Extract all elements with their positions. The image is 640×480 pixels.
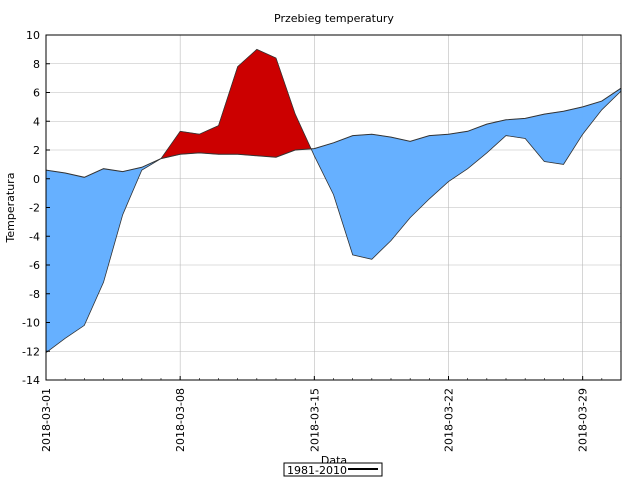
chart-title: Przebieg temperatury bbox=[274, 12, 394, 25]
area-below-normal bbox=[429, 133, 449, 200]
area-below-normal bbox=[45, 169, 66, 354]
area-above-normal bbox=[218, 66, 238, 155]
y-tick-label: -10 bbox=[22, 317, 40, 330]
legend-box bbox=[283, 462, 383, 477]
legend-entry-label: 1981-2010 bbox=[287, 464, 347, 477]
y-tick-label: -8 bbox=[29, 288, 40, 301]
x-tick-labels: 2018-03-01 2018-03-08 2018-03-15 2018-03-22… bbox=[40, 376, 622, 452]
legend: 1981-2010 bbox=[283, 462, 383, 477]
area-below-normal bbox=[64, 172, 85, 339]
x-tick-label: 2018-03-08 bbox=[174, 388, 187, 452]
area-below-normal bbox=[84, 168, 104, 326]
y-tick-label: -6 bbox=[29, 259, 40, 272]
x-tick-label: 2018-03-22 bbox=[443, 388, 456, 452]
series-line-normal-1981-2010 bbox=[45, 87, 622, 178]
area-below-normal bbox=[314, 142, 334, 195]
area-below-normal bbox=[467, 123, 488, 170]
x-tick-label: 2018-03-15 bbox=[308, 388, 321, 452]
area-below-normal bbox=[371, 133, 392, 260]
area-below-normal bbox=[390, 136, 411, 242]
area-below-normal bbox=[505, 118, 526, 139]
y-axis-label: Temperatura bbox=[4, 173, 17, 244]
y-tick-label: -2 bbox=[29, 202, 40, 215]
y-tick-label: -12 bbox=[22, 345, 40, 358]
area-above-normal bbox=[179, 131, 200, 155]
area-above-normal bbox=[275, 57, 296, 158]
area-below-normal bbox=[409, 135, 430, 219]
area-below-normal bbox=[524, 113, 545, 163]
area-below-normal bbox=[563, 106, 583, 166]
y-tick-labels: -14 -12 -10 -8 -6 -4 -2 0 2 4 6 8 10 bbox=[22, 29, 50, 387]
area-below-normal bbox=[486, 119, 507, 154]
area-below-normal bbox=[448, 131, 468, 183]
x-tick-label: 2018-03-01 bbox=[40, 388, 53, 452]
y-tick-label: 6 bbox=[33, 87, 40, 100]
area-below-normal bbox=[544, 110, 564, 165]
area-above-normal bbox=[237, 48, 258, 157]
y-tick-label: 2 bbox=[33, 144, 40, 157]
y-tick-label: -14 bbox=[22, 374, 40, 387]
x-tick-label: 2018-03-29 bbox=[577, 388, 590, 452]
area-above-normal bbox=[256, 48, 277, 158]
series-line-observed bbox=[45, 48, 622, 354]
y-tick-label: 10 bbox=[26, 29, 40, 42]
y-tick-label: 4 bbox=[33, 115, 40, 128]
area-below-normal bbox=[352, 133, 373, 260]
y-tick-label: 0 bbox=[33, 173, 40, 186]
grid bbox=[45, 34, 621, 381]
area-fills bbox=[45, 48, 622, 354]
area-below-normal bbox=[333, 135, 353, 256]
y-tick-label: -4 bbox=[29, 230, 40, 243]
y-tick-label: 8 bbox=[33, 58, 40, 71]
series-lines bbox=[45, 48, 622, 354]
